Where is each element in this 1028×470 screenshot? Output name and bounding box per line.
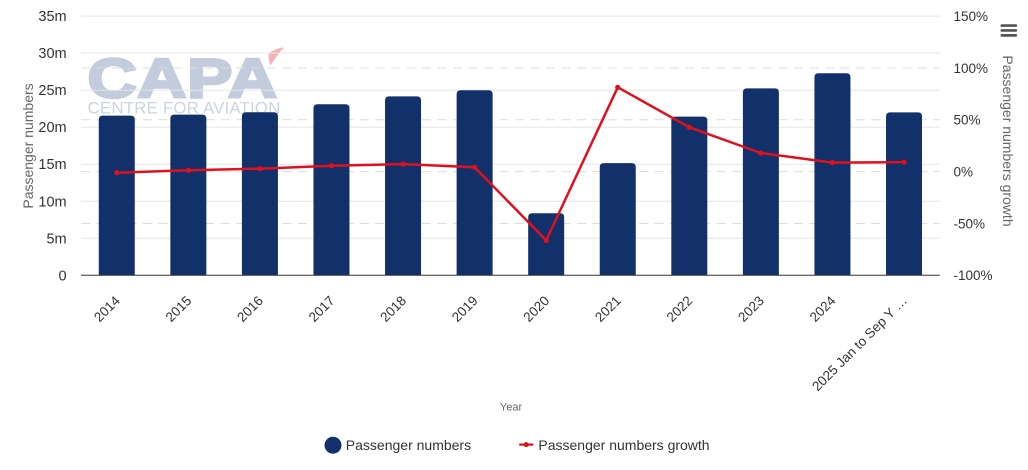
svg-text:50%: 50% (954, 113, 981, 128)
svg-text:-50%: -50% (954, 216, 986, 231)
svg-text:150%: 150% (954, 9, 989, 24)
svg-text:Passenger numbers: Passenger numbers (346, 437, 471, 453)
svg-text:15m: 15m (38, 157, 66, 173)
svg-text:10m: 10m (38, 194, 66, 210)
svg-text:-100%: -100% (954, 268, 993, 283)
svg-text:5m: 5m (46, 231, 66, 247)
svg-text:Year: Year (500, 401, 523, 413)
svg-text:35m: 35m (38, 9, 66, 25)
svg-text:0%: 0% (954, 164, 974, 179)
svg-text:Passenger numbers: Passenger numbers (20, 83, 36, 208)
svg-text:CAPA: CAPA (87, 48, 277, 110)
svg-text:30m: 30m (38, 46, 66, 62)
svg-text:20m: 20m (38, 120, 66, 136)
svg-text:Passenger numbers growth: Passenger numbers growth (538, 437, 709, 453)
svg-text:Passenger numbers growth: Passenger numbers growth (1000, 55, 1016, 226)
svg-text:25m: 25m (38, 83, 66, 99)
svg-text:100%: 100% (954, 61, 989, 76)
svg-text:CENTRE FOR AVIATION: CENTRE FOR AVIATION (88, 98, 281, 117)
svg-text:0: 0 (59, 268, 67, 284)
